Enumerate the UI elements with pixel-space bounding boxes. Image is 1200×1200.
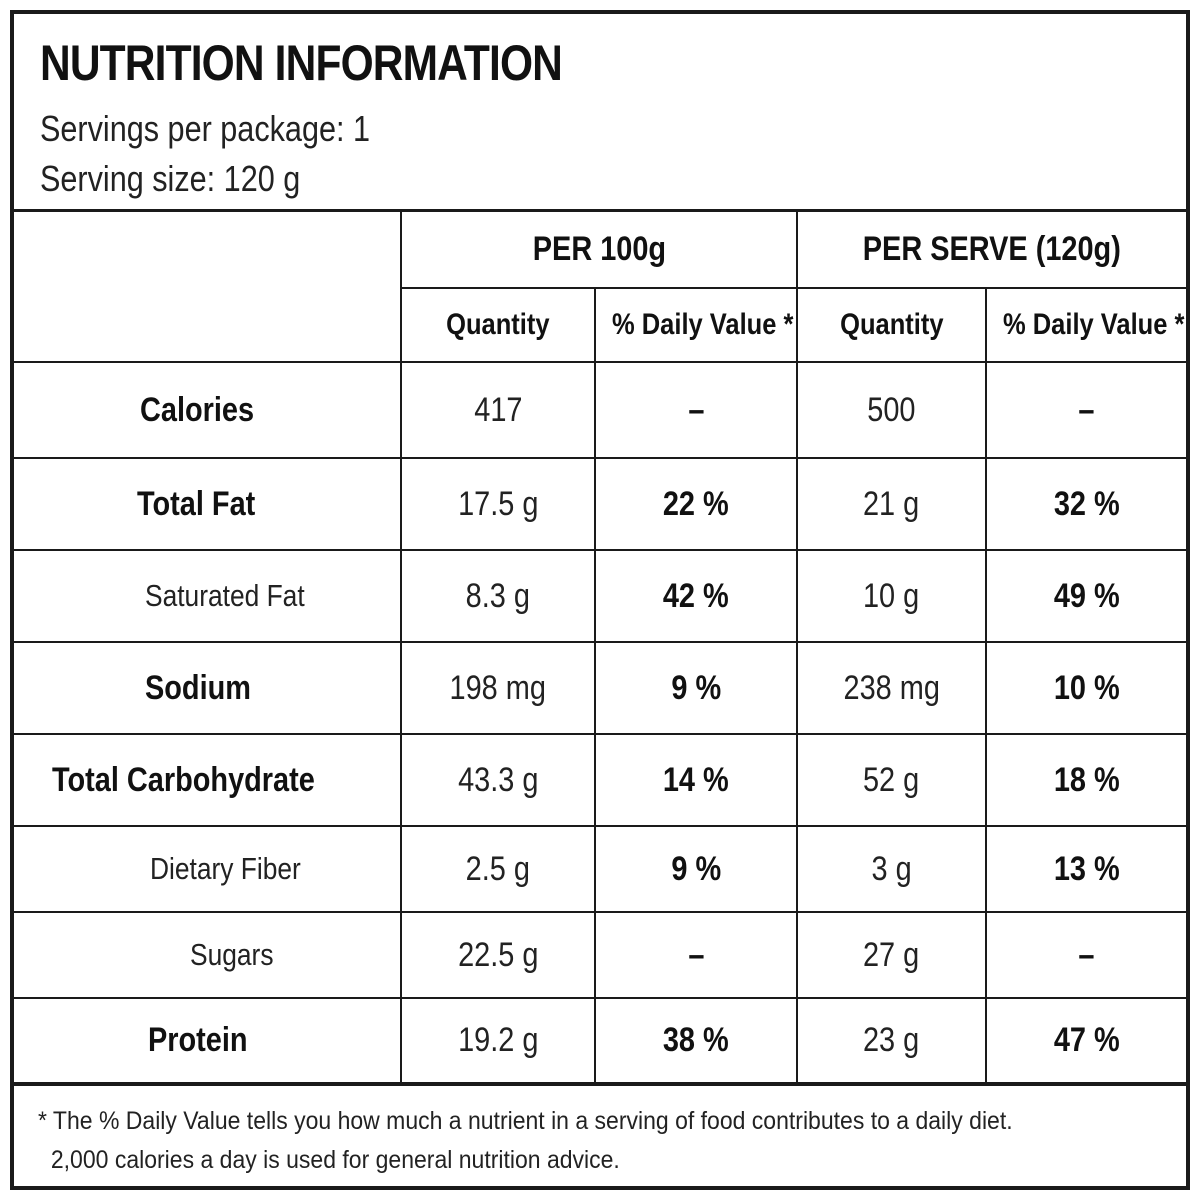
- per-serve-quantity: 21 g: [796, 457, 988, 551]
- per-100g-daily-value: 22 %: [593, 457, 799, 551]
- group-header-row: PER 100g PER SERVE (120g): [14, 212, 1187, 363]
- nutrient-name: Sodium: [14, 641, 402, 735]
- per-100g-quantity: 17.5 g: [400, 457, 596, 551]
- table-row: Saturated Fat 8.3 g 42 % 10 g 49 %: [14, 549, 1187, 643]
- per-100g-quantity: 417: [400, 361, 596, 459]
- per-100g-quantity: 43.3 g: [400, 733, 596, 827]
- nutrition-label: NUTRITION INFORMATION Servings per packa…: [10, 10, 1190, 1190]
- table-row: Sodium 198 mg 9 % 238 mg 10 %: [14, 641, 1187, 735]
- nutrient-header-cell: [14, 212, 402, 363]
- per-100g-quantity-header: Quantity: [401, 287, 596, 363]
- per-serve-daily-value-header: % Daily Value *: [985, 287, 1187, 363]
- per-serve-daily-value: 47 %: [985, 997, 1187, 1086]
- per-100g-daily-value: –: [593, 361, 799, 459]
- per-100g-daily-value: 14 %: [593, 733, 799, 827]
- servings-per-package: Servings per package: 1: [40, 108, 370, 149]
- per-serve-daily-value: –: [985, 361, 1187, 459]
- per-serve-daily-value: 13 %: [985, 825, 1187, 913]
- nutrition-table: PER 100g PER SERVE (120g) Quantity % Dai…: [14, 212, 1187, 1086]
- sub-header-row: Quantity % Daily Value * Quantity % Dail…: [14, 287, 1187, 363]
- per-serve-quantity: 52 g: [796, 733, 988, 827]
- per-100g-quantity: 8.3 g: [400, 549, 596, 643]
- per-100g-daily-value: 38 %: [593, 997, 799, 1086]
- per-100g-daily-value: –: [593, 911, 799, 999]
- per-100g-daily-value: 9 %: [593, 825, 799, 913]
- table-row: Dietary Fiber 2.5 g 9 % 3 g 13 %: [14, 825, 1187, 913]
- per-serve-quantity: 10 g: [796, 549, 988, 643]
- per-serve-quantity-header: Quantity: [796, 287, 988, 363]
- per-100g-quantity: 2.5 g: [400, 825, 596, 913]
- per-serve-quantity: 500: [796, 361, 988, 459]
- nutrient-name: Sugars: [14, 911, 402, 999]
- nutrient-name: Saturated Fat: [14, 549, 402, 643]
- per-100g-daily-value-header: % Daily Value *: [593, 287, 799, 363]
- per-serve-daily-value: 32 %: [985, 457, 1187, 551]
- per-100g-daily-value: 9 %: [593, 641, 799, 735]
- nutrient-name: Protein: [14, 997, 402, 1086]
- label-header: NUTRITION INFORMATION Servings per packa…: [14, 14, 1186, 212]
- nutrient-name: Total Carbohydrate: [14, 733, 402, 827]
- nutrient-name: Dietary Fiber: [14, 825, 402, 913]
- per-100g-quantity: 198 mg: [400, 641, 596, 735]
- per-100g-daily-value: 42 %: [593, 549, 799, 643]
- per-100g-header: PER 100g: [399, 212, 799, 289]
- daily-value-footnote: * The % Daily Value tells you how much a…: [38, 1102, 1013, 1180]
- nutrient-name: Total Fat: [14, 457, 402, 551]
- table-row: Total Carbohydrate 43.3 g 14 % 52 g 18 %: [14, 733, 1187, 827]
- per-serve-daily-value: –: [985, 911, 1187, 999]
- per-100g-quantity: 19.2 g: [400, 997, 596, 1086]
- table-row: Total Fat 17.5 g 22 % 21 g 32 %: [14, 457, 1187, 551]
- table-row: Protein 19.2 g 38 % 23 g 47 %: [14, 997, 1187, 1086]
- per-serve-header: PER SERVE (120g): [796, 212, 1187, 289]
- per-serve-quantity: 23 g: [796, 997, 988, 1086]
- table-row: Calories 417 – 500 –: [14, 361, 1187, 459]
- per-serve-daily-value: 18 %: [985, 733, 1187, 827]
- per-100g-quantity: 22.5 g: [400, 911, 596, 999]
- per-serve-daily-value: 49 %: [985, 549, 1187, 643]
- nutrient-name: Calories: [14, 361, 402, 459]
- per-serve-daily-value: 10 %: [985, 641, 1187, 735]
- serving-size: Serving size: 120 g: [40, 158, 301, 199]
- footnote-line-2: 2,000 calories a day is used for general…: [50, 1146, 620, 1174]
- table-row: Sugars 22.5 g – 27 g –: [14, 911, 1187, 999]
- footnote-line-1: * The % Daily Value tells you how much a…: [38, 1107, 1013, 1135]
- per-serve-quantity: 238 mg: [796, 641, 988, 735]
- label-title: NUTRITION INFORMATION: [40, 35, 563, 91]
- per-serve-quantity: 27 g: [796, 911, 988, 999]
- per-serve-quantity: 3 g: [796, 825, 988, 913]
